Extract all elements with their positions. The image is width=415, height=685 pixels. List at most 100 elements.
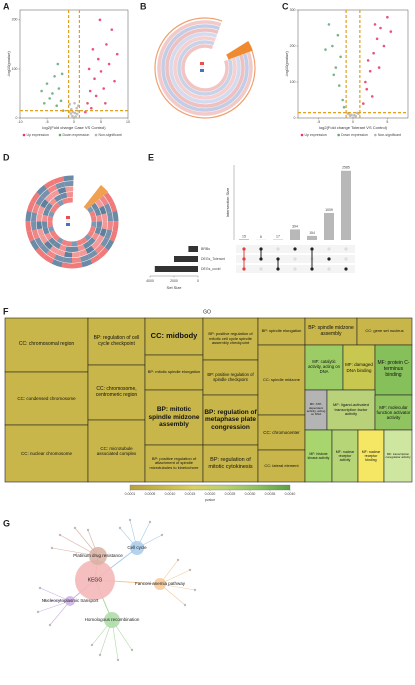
gene-node [73,526,77,530]
heatmap-ring [62,197,69,205]
point [55,104,59,108]
bar [290,229,300,240]
panel-letter: B [140,1,147,11]
legend-swatch [94,133,98,137]
heatmap-ring [177,40,233,96]
treemap-label: MF: nuclear receptor binding [361,449,381,462]
heatmap-ring [104,203,112,214]
legend-label: Up expression [305,133,327,137]
point [40,89,43,93]
point [350,113,353,117]
heatmap-ring [108,200,118,213]
y-tick-label: 100 [290,80,296,84]
matrix-dot [344,247,348,251]
heatmap-ring [46,249,57,259]
heatmap-ring [47,216,54,222]
point [51,92,54,95]
point [48,97,51,100]
treemap-label: MF: protein C-terminus binding [377,360,410,378]
point [71,110,75,114]
point [364,80,367,84]
point [53,74,56,78]
gene-node [183,603,187,607]
matrix-dot [293,267,297,271]
treemap-box [4,317,89,373]
point [94,94,98,98]
heatmap-ring [173,36,237,100]
heatmap-ring [58,244,67,252]
heatmap-ring [66,240,73,247]
treemap-label-box: BP: positive regulation of mitotic cell … [208,331,252,345]
treemap-label: BP: regulation of metaphase plate congre… [204,408,257,431]
panel-letter: G [3,518,10,528]
set-name: DEGs_covid [201,267,221,271]
treemap-label-box: CC: chromosome, centromeric region [96,386,137,398]
colorbar-tick-label: 0.0035 [265,492,276,496]
treemap-label-box: CC: spindle midzone [263,377,300,382]
set-name: BRBs [201,247,210,251]
matrix-dot [293,257,297,261]
heatmap-ring [63,175,74,182]
heatmap-ring [42,214,48,222]
network-edge [37,600,71,613]
colorbar-tick-label: 0.0025 [225,492,236,496]
treemap-label: CC: microtubule associated complex [96,445,137,456]
heatmap-ring [48,237,57,246]
treemap-label-box: BP: regulation of metaphase plate congre… [204,408,257,431]
gene-node [50,546,54,550]
heatmap-ring [99,195,109,206]
heatmap-ring [49,198,58,206]
treemap-label: CC: nuclear chromosome [20,450,73,456]
heatmap-ring [45,202,53,211]
pathway-label: Cell cycle [127,545,147,550]
heatmap-ring [101,221,108,230]
heatmap-ring [84,233,92,242]
point [375,37,379,41]
set-name: DEGs_Tolerant [201,257,225,261]
heatmap-ring [87,237,96,246]
treemap-label-box: BP: spindle midzone assembly [308,325,354,337]
point [87,67,91,71]
heatmap-ring [29,239,40,251]
heatmap-ring [30,192,41,204]
treemap-label: CC: condensed chromosome [17,395,76,401]
y-tick-label: 0 [16,116,18,120]
treemap-label: BP: spindle elongation [261,328,302,334]
heatmap-ring [112,210,119,222]
pathway-node [89,547,107,565]
treemap-label-box: MF: damaged DNA binding [345,362,373,372]
bar [341,170,351,240]
point [365,87,369,91]
heatmap-ring [71,246,79,252]
point [353,113,356,117]
legend-swatch [337,133,340,137]
gene-node [160,533,164,537]
treemap-label-box: CC: lateral element [264,463,298,468]
heatmap-ring [44,179,56,189]
treemap-label: MF: nuclear receptor activity [335,449,355,462]
point [382,44,386,48]
point [347,112,351,116]
gene-node [176,558,180,562]
point [74,115,77,118]
panel-letter: F [3,306,9,316]
bar-label: 15 [242,235,246,239]
x-tick-label: 0 [197,279,199,283]
point [107,62,111,66]
bar [324,212,334,240]
treemap-label-box: MF: ligand-activated transcription facto… [333,402,369,416]
heatmap-ring [65,246,73,252]
panel-letter: A [3,1,10,11]
colorbar-tick-label: 0.0030 [245,492,256,496]
heatmap-ring [161,24,249,112]
legend-label: Up expression [27,133,49,137]
heatmap-ring [31,212,38,222]
treemap-label-box: CC: chromocenter [263,430,300,435]
heatmap-ring [57,199,65,207]
heatmap-ring [165,28,245,108]
point [75,112,79,116]
x-tick-label: -5 [45,120,48,124]
point [97,57,100,61]
heatmap-ring [50,189,60,198]
